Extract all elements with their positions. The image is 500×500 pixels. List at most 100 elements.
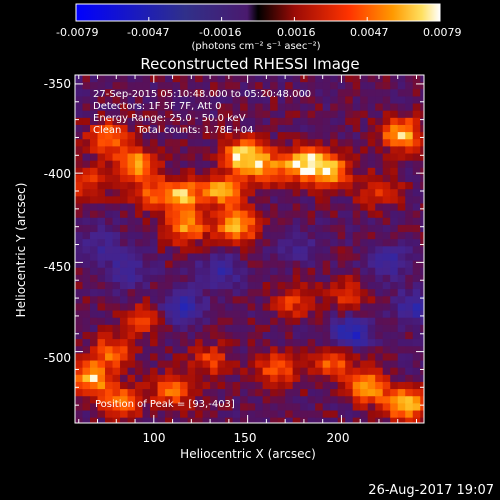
heatmap-cell	[240, 410, 249, 419]
heatmap-cell	[195, 253, 204, 262]
heatmap-cell	[375, 317, 384, 326]
heatmap-cell	[247, 160, 256, 169]
heatmap-cell	[157, 282, 166, 290]
heatmap-cell	[390, 189, 399, 197]
heatmap-cell	[90, 282, 99, 290]
heatmap-cell	[112, 324, 121, 333]
heatmap-cell	[97, 110, 106, 119]
heatmap-cell	[82, 310, 91, 319]
heatmap-cell	[75, 153, 84, 162]
heatmap-cell	[405, 139, 414, 147]
heatmap-cell	[405, 317, 414, 326]
heatmap-cell	[300, 267, 309, 276]
heatmap-cell	[120, 253, 129, 262]
heatmap-cell	[270, 360, 279, 369]
heatmap-cell	[232, 253, 241, 262]
heatmap-cell	[165, 274, 174, 283]
heatmap-cell	[322, 339, 331, 347]
heatmap-cell	[150, 132, 159, 140]
heatmap-cell	[240, 82, 249, 90]
heatmap-cell	[270, 260, 279, 269]
heatmap-cell	[165, 267, 174, 276]
heatmap-cell	[292, 310, 301, 319]
heatmap-cell	[352, 96, 361, 105]
heatmap-cell	[217, 232, 226, 240]
heatmap-cell	[232, 260, 241, 269]
heatmap-cell	[225, 367, 234, 376]
heatmap-cell	[292, 353, 301, 362]
heatmap-cell	[232, 103, 241, 112]
heatmap-cell	[292, 146, 301, 155]
heatmap-cell	[217, 82, 226, 90]
heatmap-cell	[75, 253, 84, 262]
heatmap-cell	[352, 289, 361, 297]
heatmap-cell	[202, 239, 211, 247]
heatmap-cell	[277, 367, 286, 376]
heatmap-cell	[352, 110, 361, 119]
heatmap-cell	[390, 246, 399, 255]
heatmap-cell	[307, 210, 316, 219]
heatmap-cell	[217, 210, 226, 219]
heatmap-cell	[172, 132, 181, 140]
heatmap-cell	[367, 267, 376, 276]
heatmap-cell	[210, 146, 219, 155]
heatmap-cell	[225, 317, 234, 326]
heatmap-cell	[150, 410, 159, 419]
colorbar-tick-label: 0.0047	[350, 26, 389, 39]
heatmap-cell	[232, 389, 241, 397]
heatmap-cell	[315, 396, 324, 404]
heatmap-cell	[172, 174, 181, 183]
heatmap-cell	[330, 224, 339, 233]
heatmap-cell	[112, 203, 121, 212]
heatmap-cell	[172, 75, 181, 83]
heatmap-cell	[397, 410, 406, 419]
heatmap-cell	[97, 410, 106, 419]
heatmap-cell	[180, 89, 189, 98]
heatmap-cell	[315, 232, 324, 240]
heatmap-cell	[292, 139, 301, 147]
heatmap-cell	[390, 417, 399, 423]
heatmap-cell	[165, 82, 174, 90]
heatmap-cell	[307, 82, 316, 90]
heatmap-cell	[397, 403, 406, 412]
heatmap-cell	[255, 132, 264, 140]
heatmap-cell	[180, 260, 189, 269]
heatmap-cell	[195, 110, 204, 119]
heatmap-cell	[390, 403, 399, 412]
heatmap-cell	[105, 139, 114, 147]
heatmap-cell	[345, 96, 354, 105]
heatmap-cell	[292, 274, 301, 283]
heatmap-cell	[277, 132, 286, 140]
heatmap-cell	[82, 139, 91, 147]
heatmap-cell	[105, 110, 114, 119]
heatmap-cell	[345, 196, 354, 205]
heatmap-cell	[150, 167, 159, 176]
heatmap-cell	[75, 324, 84, 333]
heatmap-cell	[367, 146, 376, 155]
heatmap-cell	[187, 103, 196, 112]
heatmap-cell	[172, 117, 181, 126]
heatmap-cell	[277, 117, 286, 126]
heatmap-cell	[217, 89, 226, 98]
heatmap-cell	[75, 282, 84, 290]
heatmap-cell	[322, 353, 331, 362]
heatmap-cell	[345, 182, 354, 190]
heatmap-cell	[232, 346, 241, 354]
heatmap-cell	[150, 153, 159, 162]
heatmap-cell	[120, 396, 129, 404]
heatmap-cell	[75, 217, 84, 226]
heatmap-cell	[322, 110, 331, 119]
heatmap-cell	[142, 260, 151, 269]
heatmap-cell	[165, 353, 174, 362]
heatmap-cell	[345, 396, 354, 404]
heatmap-cell	[135, 260, 144, 269]
heatmap-cell	[225, 232, 234, 240]
heatmap-cell	[202, 246, 211, 255]
heatmap-cell	[97, 346, 106, 354]
colorbar-ticks	[75, 17, 441, 21]
heatmap-cell	[307, 110, 316, 119]
heatmap-cell	[360, 346, 369, 354]
heatmap-cell	[337, 374, 346, 383]
heatmap-cell	[112, 367, 121, 376]
heatmap-cell	[75, 232, 84, 240]
